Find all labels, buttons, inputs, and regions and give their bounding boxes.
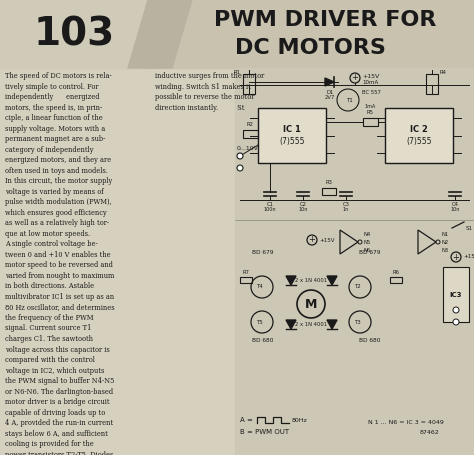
Text: PWM DRIVER FOR: PWM DRIVER FOR bbox=[214, 10, 436, 30]
Polygon shape bbox=[148, 0, 192, 68]
Polygon shape bbox=[286, 276, 296, 285]
Text: T3: T3 bbox=[354, 319, 360, 324]
Bar bbox=[443, 267, 469, 322]
Text: C2: C2 bbox=[300, 202, 307, 207]
Bar bbox=[322, 188, 336, 195]
Text: 10n: 10n bbox=[298, 207, 308, 212]
Text: N 1 ... N6 = IC 3 = 4049: N 1 ... N6 = IC 3 = 4049 bbox=[368, 420, 444, 425]
Bar bbox=[363, 118, 378, 126]
Polygon shape bbox=[325, 78, 334, 86]
Text: DC MOTORS: DC MOTORS bbox=[235, 38, 385, 58]
Text: 103: 103 bbox=[33, 15, 115, 53]
Text: 10n: 10n bbox=[450, 207, 460, 212]
Text: N6: N6 bbox=[364, 248, 371, 253]
Text: T2: T2 bbox=[354, 284, 360, 289]
Text: inductive surges from the motor
winding. Switch S1 makes it
possible to reverse : inductive surges from the motor winding.… bbox=[155, 72, 264, 111]
Text: T1: T1 bbox=[346, 97, 352, 102]
Text: IC3: IC3 bbox=[450, 292, 462, 298]
Bar bbox=[385, 108, 453, 163]
Text: +: + bbox=[309, 236, 315, 244]
Polygon shape bbox=[327, 276, 337, 285]
Text: 10mA: 10mA bbox=[362, 81, 378, 86]
Circle shape bbox=[453, 319, 459, 325]
Circle shape bbox=[237, 165, 243, 171]
Text: T5: T5 bbox=[255, 319, 263, 324]
Text: 2 x 1N 4001: 2 x 1N 4001 bbox=[295, 323, 327, 328]
Bar bbox=[390, 277, 402, 283]
Text: 80Hz: 80Hz bbox=[292, 418, 308, 423]
Bar bbox=[243, 130, 258, 138]
Text: S1: S1 bbox=[466, 226, 473, 231]
Text: T4: T4 bbox=[255, 284, 263, 289]
Text: BD 680: BD 680 bbox=[252, 338, 274, 343]
Text: (7)555: (7)555 bbox=[406, 137, 432, 146]
Text: M: M bbox=[305, 298, 317, 310]
Text: +: + bbox=[352, 74, 358, 82]
Text: +15V: +15V bbox=[463, 254, 474, 259]
Text: D1: D1 bbox=[326, 90, 334, 95]
Bar bbox=[426, 74, 438, 94]
Text: N1: N1 bbox=[442, 232, 449, 237]
Circle shape bbox=[453, 307, 459, 313]
Text: R3: R3 bbox=[326, 181, 332, 186]
Text: 1n: 1n bbox=[343, 207, 349, 212]
Text: 100n: 100n bbox=[264, 207, 276, 212]
Text: R1: R1 bbox=[234, 70, 241, 75]
Text: BC 557: BC 557 bbox=[362, 90, 381, 95]
Bar bbox=[0, 0, 474, 68]
Text: (7)555: (7)555 bbox=[279, 137, 305, 146]
Text: 87462: 87462 bbox=[420, 430, 440, 435]
Text: R5: R5 bbox=[366, 111, 374, 116]
Text: 0...10V: 0...10V bbox=[237, 146, 259, 151]
Bar bbox=[258, 108, 326, 163]
Text: C3: C3 bbox=[343, 202, 349, 207]
Text: C1: C1 bbox=[266, 202, 273, 207]
Bar bbox=[235, 68, 474, 455]
Bar bbox=[240, 277, 252, 283]
Text: N4: N4 bbox=[364, 232, 371, 237]
Text: 2 x 1N 4001: 2 x 1N 4001 bbox=[295, 278, 327, 283]
Text: B = PWM OUT: B = PWM OUT bbox=[240, 429, 289, 435]
Text: N5: N5 bbox=[364, 239, 371, 244]
Text: BD 680: BD 680 bbox=[359, 338, 381, 343]
Text: BD 679: BD 679 bbox=[252, 249, 274, 254]
Bar bbox=[0, 0, 148, 68]
Polygon shape bbox=[327, 320, 337, 329]
Text: R4: R4 bbox=[440, 70, 447, 75]
Text: BD 679: BD 679 bbox=[359, 249, 381, 254]
Text: R6: R6 bbox=[392, 269, 400, 274]
Text: R7: R7 bbox=[243, 269, 249, 274]
Circle shape bbox=[237, 153, 243, 159]
Polygon shape bbox=[286, 320, 296, 329]
Text: N3: N3 bbox=[442, 248, 449, 253]
Text: C4: C4 bbox=[452, 202, 458, 207]
Text: +15V: +15V bbox=[362, 74, 379, 79]
Text: 1mA: 1mA bbox=[365, 105, 376, 110]
Bar bbox=[243, 74, 255, 94]
Text: IC 2: IC 2 bbox=[410, 125, 428, 134]
Text: IC 1: IC 1 bbox=[283, 125, 301, 134]
Text: +15V: +15V bbox=[319, 238, 335, 243]
Text: N2: N2 bbox=[442, 239, 449, 244]
Polygon shape bbox=[128, 0, 172, 68]
Text: A =: A = bbox=[240, 417, 253, 423]
Text: +: + bbox=[453, 253, 459, 262]
Text: The speed of DC motors is rela-
tively simple to control. For
independently     : The speed of DC motors is rela- tively s… bbox=[5, 72, 115, 455]
Text: R2: R2 bbox=[246, 122, 254, 127]
Text: 2V7: 2V7 bbox=[325, 95, 335, 100]
